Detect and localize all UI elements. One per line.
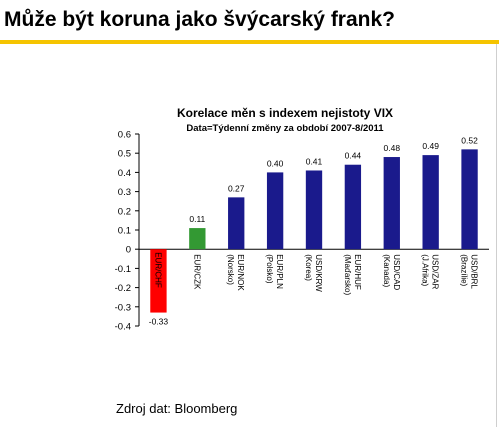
y-tick-label: -0.3 [115, 302, 131, 313]
category-label-line: (J.Afrika) [421, 254, 430, 286]
category-label-line: (Brazílie) [460, 254, 469, 286]
y-tick-label: -0.2 [115, 283, 131, 294]
bars [150, 149, 478, 313]
category-label-line: USD/KRW [314, 254, 323, 292]
category-label-line: (Maďarsko) [343, 254, 352, 295]
category-label: EUR/PLN(Polsko) [265, 254, 284, 289]
bar-value-label: 0.48 [384, 143, 401, 153]
category-label-line: (Korea) [304, 254, 313, 281]
category-label-line: EUR/CZK [192, 254, 201, 290]
bar-value-label: 0.44 [345, 151, 362, 161]
bar-value-label: 0.41 [306, 156, 323, 166]
bar [422, 155, 439, 250]
category-label-line: EUR/PLN [275, 254, 284, 289]
category-label: EUR/CHF [153, 252, 162, 288]
right-border-line [496, 44, 497, 427]
bar-value-label: 0.27 [228, 183, 245, 193]
y-tick-label: 0.3 [118, 187, 131, 198]
page-headline: Může být koruna jako švýcarský frank? [4, 8, 395, 31]
bar-value-label: 0.40 [267, 158, 284, 168]
category-label: USD/BRL(Brazílie) [460, 254, 479, 289]
category-label: USD/CAD(Kanada) [382, 254, 401, 290]
category-label-line: USD/BRL [470, 254, 479, 289]
category-label: EUR/CZK [192, 254, 201, 290]
category-label-line: (Kanada) [382, 254, 391, 287]
bar [461, 149, 478, 250]
chart-title: Korelace měn s indexem nejistoty VIX [177, 106, 393, 120]
bar-value-label: 0.52 [461, 135, 478, 145]
bar [383, 157, 400, 250]
bar-value-label: 0.49 [422, 141, 439, 151]
bar [189, 228, 206, 250]
category-label-line: EUR/NOK [236, 254, 245, 291]
bar [150, 249, 167, 313]
y-tick-label: 0.6 [118, 130, 131, 141]
bar [344, 164, 362, 250]
y-tick-label: -0.1 [115, 264, 131, 275]
chart-subtitle: Data=Týdenní změny za období 2007-8/2011 [186, 123, 384, 134]
category-label: USD/KRW(Korea) [304, 254, 323, 292]
y-tick-label: 0 [126, 245, 131, 256]
headline-rule [0, 40, 499, 44]
bar [266, 172, 284, 250]
bar [228, 197, 245, 250]
category-label-line: EUR/HUF [353, 254, 362, 290]
category-label-line: USD/CAD [392, 254, 401, 290]
bar-value-label: -0.33 [149, 317, 169, 327]
category-label-line: EUR/CHF [153, 252, 162, 288]
data-source-note: Zdroj dat: Bloomberg [116, 401, 238, 416]
category-label: EUR/HUF(Maďarsko) [343, 254, 362, 295]
category-labels: EUR/CHF EUR/CZK EUR/NOK(Norsko) EUR/PLN(Pol… [153, 252, 478, 295]
category-label: USD/ZAR(J.Afrika) [421, 254, 440, 289]
y-tick-label: -0.4 [115, 322, 131, 333]
category-label-line: (Norsko) [226, 254, 235, 285]
category-label-line: (Polsko) [265, 254, 274, 284]
bar [305, 170, 323, 250]
category-label-line: USD/ZAR [431, 254, 440, 289]
y-tick-label: 0.5 [118, 149, 131, 160]
y-tick-label: 0.1 [118, 226, 131, 237]
y-tick-label: 0.4 [118, 168, 131, 179]
category-label: EUR/NOK(Norsko) [226, 254, 245, 291]
bar-value-label: 0.11 [189, 214, 205, 224]
y-tick-label: 0.2 [118, 206, 131, 217]
value-labels: -0.33 0.11 0.27 0.40 0.41 0.44 0.48 0.49 0.52 [149, 135, 478, 326]
